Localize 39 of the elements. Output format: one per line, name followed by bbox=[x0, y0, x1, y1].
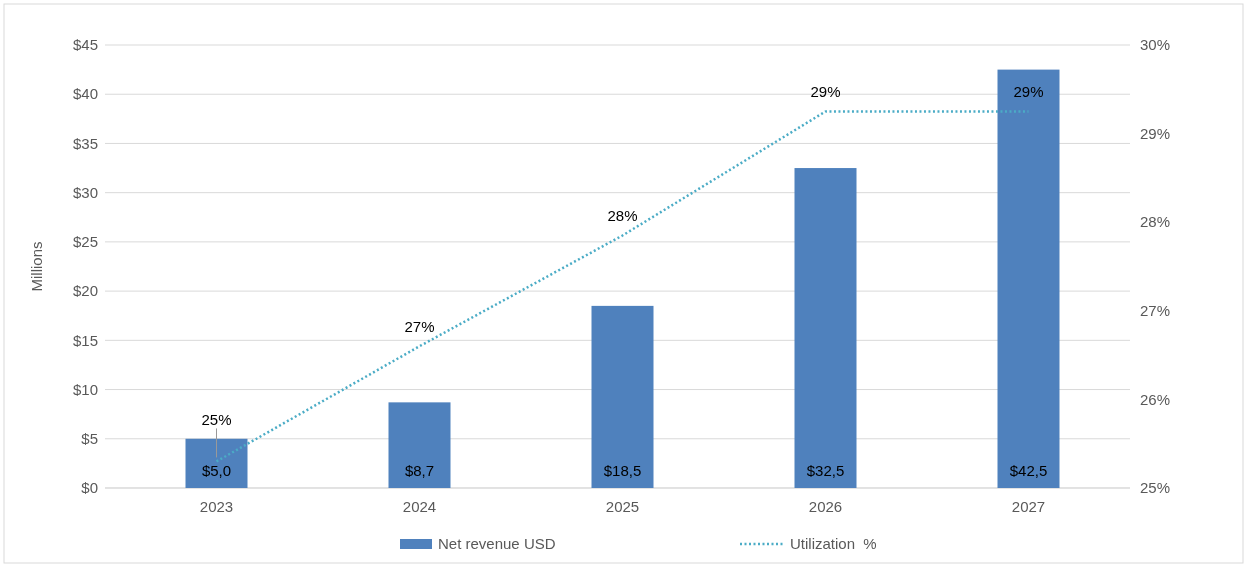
y-tick-label: $15 bbox=[72, 331, 98, 349]
y-tick-label: $40 bbox=[72, 85, 98, 103]
data-label: 28% bbox=[607, 207, 638, 225]
bar bbox=[591, 305, 654, 488]
y2-tick-label: 27% bbox=[1140, 302, 1171, 320]
legend-label: Utilization % bbox=[790, 535, 877, 553]
x-tick-label: 2024 bbox=[402, 498, 437, 515]
y2-tick-label: 28% bbox=[1140, 213, 1171, 231]
y2-tick-label: 29% bbox=[1140, 124, 1171, 142]
x-tick-label: 2027 bbox=[1011, 498, 1046, 515]
y-axis-title: Millions bbox=[28, 241, 45, 292]
y-tick-label: $10 bbox=[72, 380, 98, 398]
data-label: $32,5 bbox=[806, 462, 845, 479]
data-label: 29% bbox=[810, 83, 841, 101]
bar bbox=[388, 402, 451, 488]
data-label: 27% bbox=[404, 318, 435, 336]
data-label: $8,7 bbox=[404, 462, 435, 479]
data-label: 29% bbox=[1013, 83, 1044, 101]
y-tick-label: $20 bbox=[72, 282, 98, 300]
data-label: $42,5 bbox=[1009, 462, 1048, 479]
y-tick-label: $0 bbox=[81, 479, 98, 497]
data-label: $18,5 bbox=[603, 462, 642, 479]
y-tick-label: $45 bbox=[72, 36, 98, 54]
x-tick-label: 2023 bbox=[199, 498, 234, 515]
bar bbox=[997, 69, 1060, 488]
y2-tick-label: 25% bbox=[1140, 479, 1171, 497]
bar bbox=[185, 438, 248, 488]
y2-tick-label: 30% bbox=[1140, 36, 1171, 54]
data-label: 25% bbox=[201, 411, 232, 429]
x-tick-label: 2026 bbox=[808, 498, 843, 515]
bar bbox=[794, 168, 857, 488]
y-tick-label: $5 bbox=[81, 430, 98, 448]
y-tick-label: $25 bbox=[72, 233, 98, 251]
x-tick-label: 2025 bbox=[605, 498, 640, 515]
y-tick-label: $35 bbox=[72, 134, 98, 152]
y2-tick-label: 26% bbox=[1140, 390, 1171, 408]
y-tick-label: $30 bbox=[72, 183, 98, 201]
data-label: $5,0 bbox=[201, 462, 232, 479]
legend-label: Net revenue USD bbox=[438, 535, 556, 553]
